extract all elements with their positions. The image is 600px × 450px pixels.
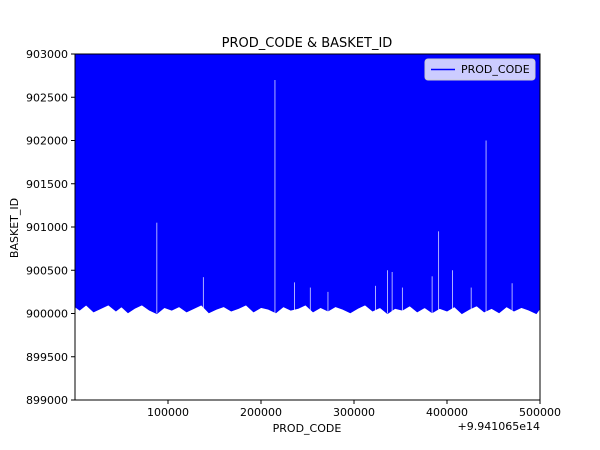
- x-tick-label-0: 100000: [147, 406, 189, 419]
- legend-label-prod-code: PROD_CODE: [461, 63, 530, 76]
- chart-title: PROD_CODE & BASKET_ID: [222, 36, 393, 51]
- series-prod-code-band: [74, 53, 541, 315]
- x-axis-label: PROD_CODE: [273, 422, 342, 435]
- y-tick-label-0: 899000: [26, 394, 68, 407]
- x-tick-label-1: 200000: [240, 406, 282, 419]
- y-tick-label-4: 901000: [26, 221, 68, 234]
- x-axis: 100000 200000 300000 400000 500000: [147, 400, 561, 419]
- x-axis-offset-label: +9.941065e14: [458, 420, 540, 433]
- y-tick-label-3: 900500: [26, 264, 68, 277]
- plot-area: [74, 53, 541, 315]
- x-tick-label-4: 500000: [519, 406, 561, 419]
- y-tick-label-2: 900000: [26, 308, 68, 321]
- y-axis: 899000 899500 900000 900500 901000 901500 9020…: [26, 48, 75, 407]
- x-tick-label-3: 400000: [426, 406, 468, 419]
- y-tick-label-7: 902500: [26, 91, 68, 104]
- y-tick-label-1: 899500: [26, 351, 68, 364]
- y-tick-label-6: 902000: [26, 135, 68, 148]
- x-tick-label-2: 300000: [333, 406, 375, 419]
- y-tick-label-5: 901500: [26, 178, 68, 191]
- y-axis-label: BASKET_ID: [8, 198, 21, 258]
- legend-box: [424, 58, 536, 81]
- legend: PROD_CODE: [424, 58, 536, 81]
- y-tick-label-8: 903000: [26, 48, 68, 61]
